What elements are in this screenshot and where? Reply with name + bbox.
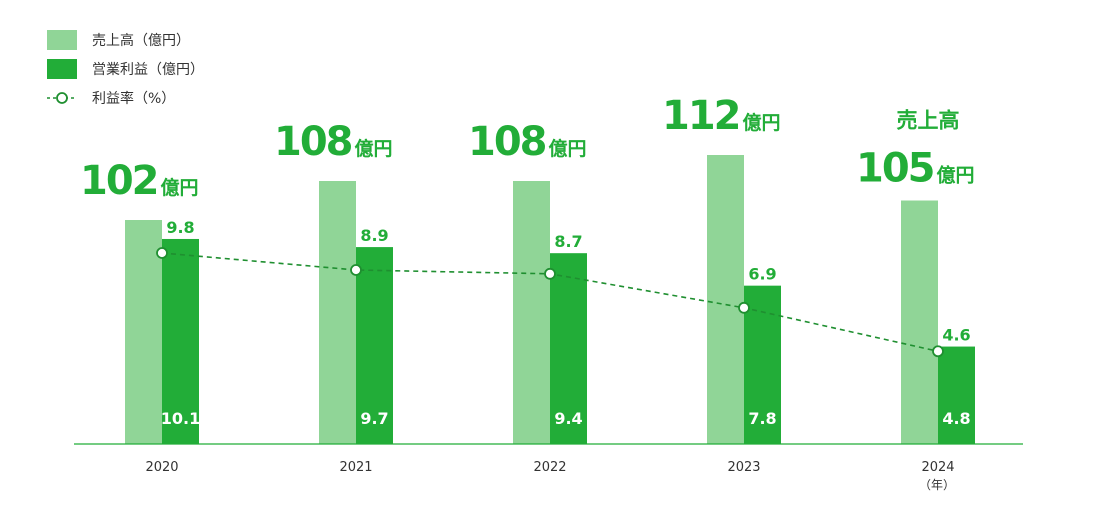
legend-swatch-operating-profit (47, 59, 77, 79)
sales-bar-2020 (125, 220, 162, 444)
sales-bar-2024 (901, 200, 938, 444)
x-axis-unit-label: （年） (919, 478, 955, 492)
x-tick-label-2023: 2023 (727, 460, 760, 475)
legend-swatch-sales (47, 30, 77, 50)
legend-label-sales: 売上高（億円） (92, 32, 190, 49)
operating-profit-value-label: 4.8 (942, 409, 970, 428)
sales-bar-2021 (319, 181, 356, 444)
latest-sales-heading: 売上高 (897, 109, 960, 133)
profit-rate-value-label: 8.7 (554, 232, 582, 251)
sales-value-label: 112 億円 (662, 93, 781, 139)
operating-profit-value-label: 7.8 (748, 409, 776, 428)
profit-rate-point-2023 (738, 301, 750, 314)
profit-rate-value-label: 6.9 (748, 265, 776, 284)
sales-value-label: 108 億円 (468, 119, 587, 165)
operating-profit-bar-2021 (356, 247, 393, 444)
operating-profit-value-label: 9.4 (554, 409, 582, 428)
profit-rate-line-layer (156, 247, 944, 358)
profit-rate-value-label: 8.9 (360, 226, 388, 245)
sales-value-label: 105 億円 (856, 146, 975, 192)
sales-bar-2023 (707, 155, 744, 444)
profit-rate-point-2024 (932, 345, 944, 358)
profit-rate-point-2022 (544, 267, 556, 280)
x-tick-label-2020: 2020 (145, 460, 178, 475)
x-tick-label-2021: 2021 (339, 460, 372, 475)
sales-bar-2022 (513, 181, 550, 444)
operating-profit-bar-2022 (550, 253, 587, 444)
x-tick-label-2024: 2024 (921, 460, 954, 475)
profit-rate-value-label: 9.8 (166, 218, 194, 237)
profit-rate-value-label: 4.6 (942, 326, 970, 345)
legend-label-profit-rate: 利益率（%） (92, 90, 175, 107)
operating-profit-bar-2020 (162, 238, 199, 444)
operating-profit-value-label: 9.7 (360, 409, 388, 428)
operating-profit-value-label: 10.1 (161, 409, 200, 428)
sales-value-label: 108 億円 (274, 119, 393, 165)
operating-profit-bar-2024 (938, 346, 975, 444)
bars-layer (125, 155, 975, 444)
legend-label-operating-profit: 営業利益（億円） (92, 62, 204, 78)
x-axis-ticks: 2020 2021 2022 2023 2024 (145, 460, 954, 475)
x-tick-label-2022: 2022 (533, 460, 566, 475)
legend: 売上高（億円） 営業利益（億円） 利益率（%） (47, 30, 204, 107)
profit-rate-point-2021 (350, 264, 362, 276)
legend-swatch-profit-rate (47, 92, 77, 104)
profit-rate-point-2020 (156, 247, 168, 259)
sales-value-label: 102 億円 (80, 158, 199, 204)
